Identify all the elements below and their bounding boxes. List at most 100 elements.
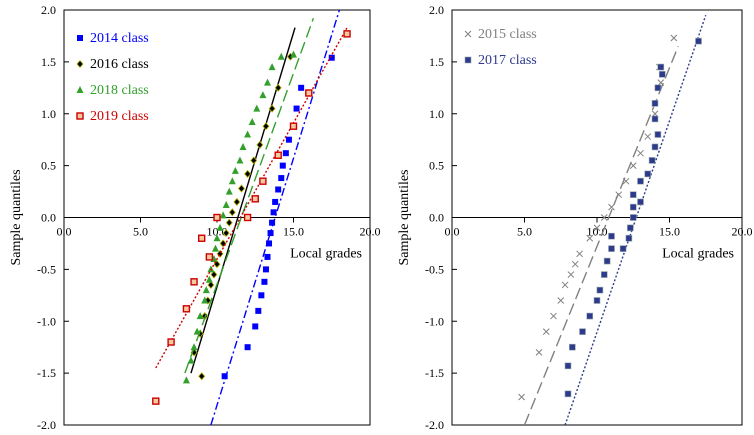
data-point: [637, 177, 644, 185]
data-point: [167, 338, 175, 346]
data-point: [256, 140, 264, 149]
data-point: [193, 327, 201, 335]
data-point: [190, 343, 198, 351]
data-point: [182, 305, 191, 313]
data-point: [603, 257, 611, 265]
data-point: [187, 356, 195, 364]
data-point: [222, 228, 230, 238]
data-point: [255, 307, 262, 314]
data-point: [272, 198, 279, 205]
data-point: [225, 187, 233, 195]
x-tick-label: 5.0: [133, 225, 148, 239]
data-point: [239, 142, 247, 150]
data-point: [622, 177, 630, 185]
data-point: [637, 198, 644, 206]
data-point: [657, 63, 665, 71]
data-point: [285, 136, 292, 143]
data-point: [264, 253, 271, 260]
data-point: [564, 390, 572, 398]
data-point: [262, 266, 269, 273]
legend-marker: [464, 30, 472, 38]
data-point: [615, 191, 623, 199]
x-tick-label: 0.0: [57, 225, 72, 239]
data-point: [567, 271, 575, 278]
y-tick-label: 2.0: [41, 3, 56, 17]
data-point: [233, 197, 241, 207]
y-tick-label: -2.0: [425, 418, 444, 432]
y-tick-label: 1.0: [429, 107, 444, 121]
data-point: [252, 323, 259, 330]
data-point: [269, 219, 276, 226]
data-point: [644, 170, 652, 178]
data-point: [290, 50, 297, 58]
data-point: [651, 115, 659, 123]
data-point: [261, 278, 268, 285]
data-point: [637, 149, 644, 157]
legend-label: 2014 class: [90, 31, 149, 46]
data-point: [274, 83, 282, 92]
data-point: [182, 376, 190, 384]
data-point: [557, 297, 565, 304]
data-point: [579, 328, 586, 335]
data-point: [629, 203, 637, 211]
data-point: [600, 214, 608, 221]
x-tick-label: 15.0: [283, 225, 304, 239]
x-tick-label: 20.0: [360, 225, 381, 239]
data-point: [550, 312, 557, 320]
legend-label: 2018 class: [90, 83, 149, 98]
data-point: [219, 239, 227, 248]
data-point: [282, 150, 289, 157]
data-point: [268, 63, 276, 71]
x-tick-label: 20.0: [732, 225, 753, 239]
data-point: [231, 166, 239, 174]
data-point: [244, 169, 252, 179]
data-point: [250, 156, 258, 165]
data-point: [274, 151, 282, 159]
data-point: [228, 177, 236, 185]
legend-label: 2017 class: [478, 53, 537, 68]
data-point: [670, 34, 678, 42]
y-tick-label: -1.0: [425, 314, 444, 328]
data-point: [600, 271, 608, 278]
data-point: [201, 296, 209, 304]
legend-marker: [76, 59, 84, 69]
data-point: [289, 122, 298, 130]
data-point: [277, 52, 285, 60]
x-tick-label: 0.0: [445, 225, 460, 239]
data-point: [202, 286, 210, 294]
x-axis-label: Local grades: [290, 247, 362, 262]
y-tick-label: 2.0: [429, 3, 444, 17]
data-point: [627, 224, 634, 232]
legend-label: 2016 class: [90, 57, 149, 72]
y-tick-label: -1.0: [37, 314, 56, 328]
data-point: [270, 209, 277, 216]
data-point: [268, 104, 276, 113]
y-tick-label: 1.5: [429, 55, 444, 69]
data-point: [266, 240, 273, 247]
data-point: [586, 234, 594, 242]
x-tick-label: 10.0: [207, 225, 228, 239]
data-point: [190, 278, 198, 286]
legend-label: 2015 class: [478, 27, 537, 42]
x-axis-label: Local grades: [662, 247, 734, 262]
legend-marker: [464, 56, 472, 64]
y-tick-label: 1.0: [41, 107, 56, 121]
y-tick-label: -1.5: [425, 366, 444, 380]
legend-marker: [77, 35, 83, 41]
data-point: [196, 312, 204, 320]
data-point: [576, 250, 583, 258]
data-point: [608, 232, 615, 240]
y-tick-label: -0.5: [425, 262, 444, 276]
y-tick-label: 0.0: [429, 211, 444, 225]
data-point: [205, 275, 213, 283]
data-point: [251, 195, 259, 203]
y-tick-label: -1.5: [37, 366, 56, 380]
data-point: [152, 397, 160, 405]
data-point: [593, 224, 601, 232]
y-axis-label: Sample quantiles: [397, 169, 412, 265]
y-tick-label: -2.0: [37, 418, 56, 432]
data-point: [608, 245, 615, 252]
data-point: [644, 133, 652, 140]
data-point: [293, 105, 300, 112]
data-point: [275, 186, 282, 193]
